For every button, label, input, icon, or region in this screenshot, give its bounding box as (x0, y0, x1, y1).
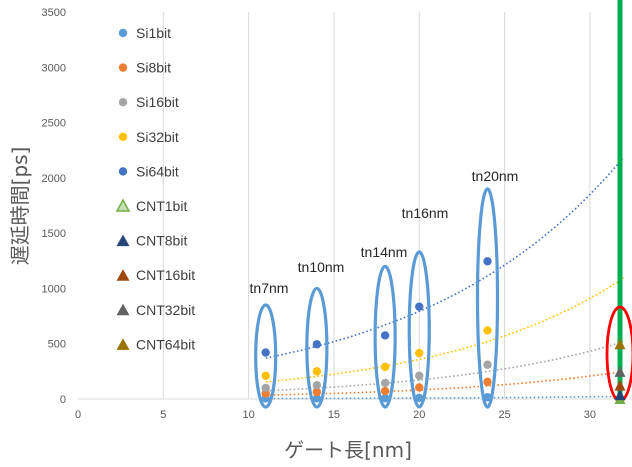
data-point (483, 377, 492, 387)
x-tick-label: 20 (413, 409, 425, 421)
data-point (312, 340, 322, 349)
data-point (312, 380, 322, 390)
x-tick-label: 15 (328, 409, 340, 421)
data-point (380, 378, 390, 388)
y-tick-label: 1000 (42, 283, 66, 295)
legend-label: CNT16bit (136, 267, 195, 283)
x-tick-label: 10 (243, 409, 255, 421)
data-point (261, 348, 270, 357)
legend-label: CNT32bit (136, 302, 195, 318)
x-tick-label: 30 (584, 409, 596, 421)
group-ellipse (373, 264, 397, 409)
y-tick-label: 0 (60, 394, 66, 406)
x-tick-label: 0 (75, 409, 81, 421)
annotation-label: tn20nm (472, 168, 519, 184)
data-point (415, 348, 424, 358)
annotation-labels: tn7nm tn10nm tn14nm tn16nm tn20nm (250, 168, 519, 296)
legend-marker (116, 269, 130, 281)
annotation-ellipses (254, 187, 632, 409)
data-point (415, 383, 424, 392)
x-tick-label: 25 (498, 409, 510, 421)
data-point (380, 393, 390, 403)
legend-label: Si32bit (136, 129, 179, 145)
trendline (265, 156, 625, 359)
data-point (415, 302, 424, 311)
data-point-triangle (614, 365, 626, 377)
legend-marker (118, 63, 128, 72)
data-point (483, 393, 492, 402)
group-ellipse (254, 303, 278, 409)
data-point (415, 371, 424, 380)
legend-marker (118, 98, 128, 107)
y-tick-label: 2000 (42, 173, 66, 185)
data-point-triangle (614, 338, 626, 350)
legend-marker (118, 167, 128, 176)
legend-marker (116, 338, 130, 350)
legend-marker (116, 303, 130, 316)
grid (162, 12, 591, 399)
data-point-triangle (614, 389, 626, 401)
group-ellipse (305, 286, 329, 409)
legend-label: CNT1bit (136, 198, 187, 214)
y-axis-title: 遅延時間[ps] (8, 147, 32, 266)
legend-label: Si1bit (136, 25, 171, 41)
annotation-label: tn10nm (298, 259, 345, 275)
legend: Si1bit Si8bit Si16bit Si32bit Si64bit CNT1bit… (115, 25, 195, 352)
data-point (380, 362, 390, 372)
legend-label: Si16bit (136, 94, 179, 110)
y-tick-label: 3000 (42, 62, 66, 74)
data-point (261, 383, 270, 393)
legend-label: Si64bit (136, 163, 179, 179)
trendline (265, 340, 625, 392)
data-points (261, 257, 626, 405)
data-point (312, 367, 322, 376)
annotation-label: tn7nm (250, 280, 289, 296)
x-tick-label: 5 (160, 409, 166, 421)
annotation-label: tn14nm (361, 244, 408, 260)
data-point (380, 331, 390, 340)
trendlines (265, 156, 625, 400)
y-tick-label: 500 (48, 339, 66, 351)
legend-marker (116, 234, 130, 247)
legend-label: CNT8bit (136, 233, 187, 249)
axes: 0 5 10 15 20 25 30 0 500 1000 1500 2000 2500 3000 3500 (42, 7, 624, 421)
data-point (312, 394, 322, 403)
group-ellipse (407, 250, 431, 409)
legend-label: CNT64bit (136, 336, 195, 352)
group-ellipse (475, 187, 500, 409)
data-point-triangle (614, 379, 626, 391)
data-point (312, 387, 322, 397)
x-axis-title: ゲート長[nm] (284, 438, 412, 462)
data-point (380, 386, 390, 396)
legend-marker (115, 198, 131, 212)
legend-label: Si8bit (136, 60, 171, 76)
data-point (483, 257, 492, 266)
y-tick-label: 2500 (42, 118, 66, 130)
data-point (415, 393, 424, 403)
data-point (483, 326, 492, 335)
legend-marker (118, 132, 128, 141)
data-point (261, 371, 270, 380)
annotation-label: tn16nm (402, 205, 449, 221)
legend-marker (118, 28, 128, 38)
data-point (483, 360, 492, 369)
y-tick-label: 3500 (42, 7, 66, 19)
y-tick-label: 1500 (42, 228, 66, 240)
